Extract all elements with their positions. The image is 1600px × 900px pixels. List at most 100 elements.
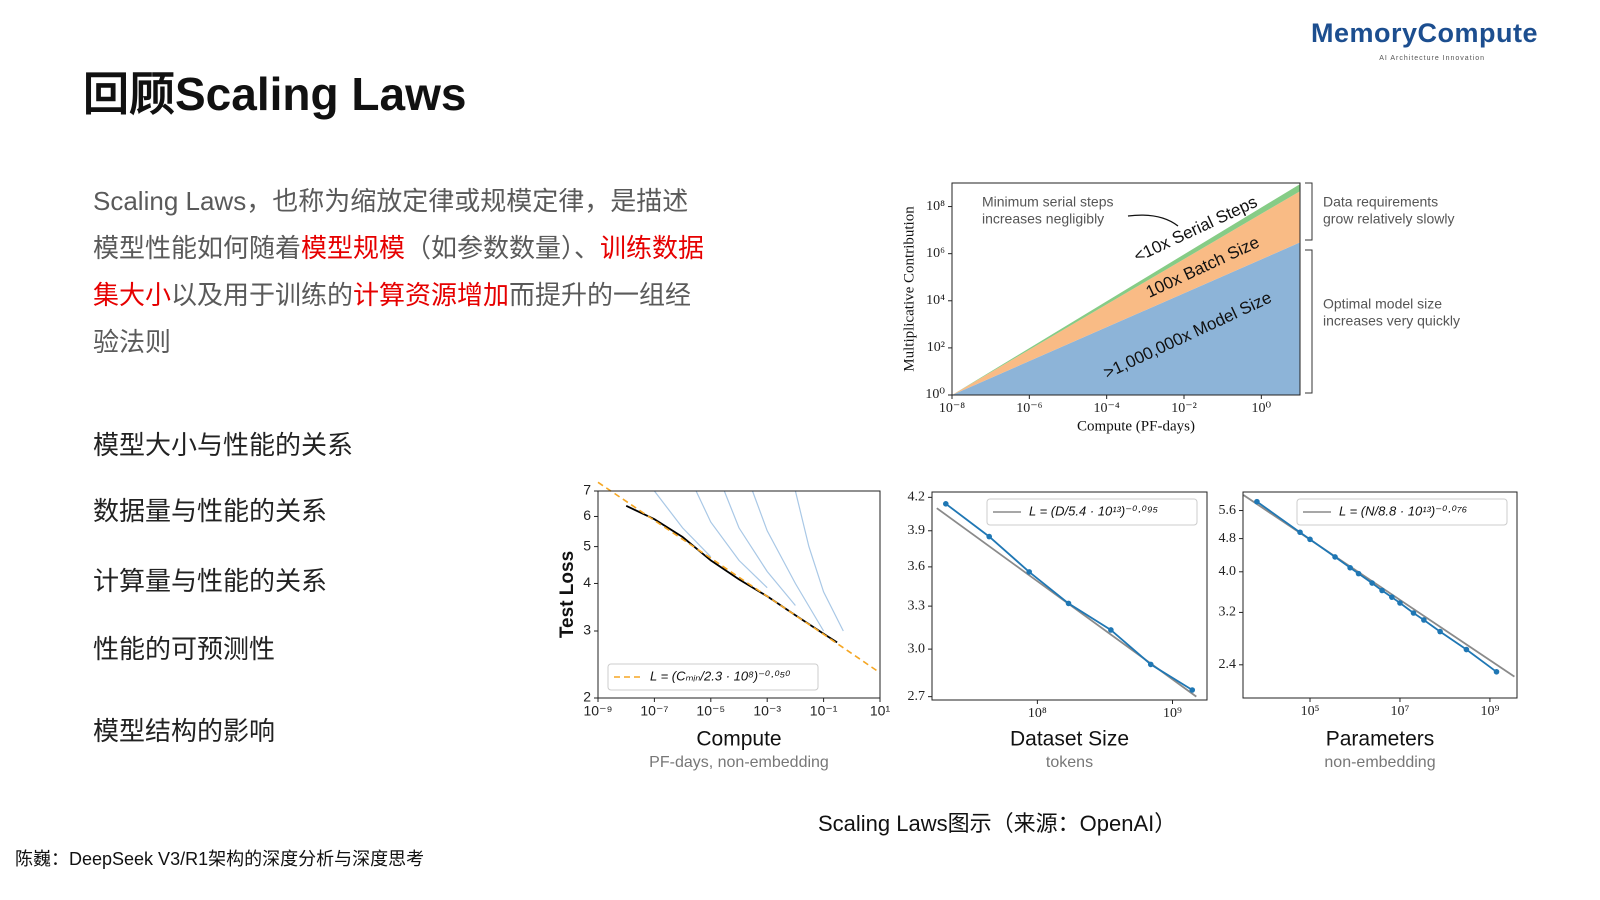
data-point [1297,529,1303,536]
x-axis-label: Compute (PF-days) [1077,418,1195,434]
intro-text: Scaling Laws，也称为缩放定律或规模定律，是描述模型性能如何随着模型规… [93,178,705,366]
annotation: Minimum serial steps [982,194,1113,210]
topic-item: 计算量与性能的关系 [93,566,328,596]
annotation-arrow [1127,214,1179,227]
text-segment: 以及用于训练的 [171,280,354,310]
x-axis-sublabel: PF-days, non-embedding [649,754,829,771]
annotation: increases very quickly [1323,313,1460,329]
legend-box [1296,498,1508,526]
text-segment: 而提升的一组经验法则 [93,280,692,357]
footer: 陈巍：DeepSeek V3/R1架构的深度分析与深度思考 [15,849,425,869]
x-tick-label: 10⁻⁴ [1094,401,1120,416]
x-tick-label: 10⁹ [1480,704,1499,719]
data-point [1397,600,1403,606]
x-tick-label: 10⁻³ [753,703,781,719]
series-line [751,490,825,632]
y-tick-label: 3.2 [1219,605,1237,620]
x-tick-label: 10⁰ [1252,401,1272,416]
annotation: Optimal model size [1323,296,1442,312]
legend-box [607,663,819,691]
data-point [1437,628,1443,635]
legend-label: L = (Cₘᵢₙ/2.3 · 10⁸)⁻⁰·⁰⁵⁰ [650,668,791,683]
series-line [695,490,768,589]
data-point [1189,687,1196,693]
data-point [1108,627,1114,633]
x-tick-label: 10⁻⁸ [939,401,965,416]
data-point [1355,570,1362,577]
plot-frame [951,182,1301,396]
data-point [986,533,993,540]
data-point [1389,594,1395,600]
annotation: increases negligibly [982,211,1104,227]
y-tick-label: 7 [583,482,591,498]
y-axis-label: Test Loss [557,551,578,638]
topic-item: 模型结构的影响 [93,716,276,746]
data-point [1379,587,1385,594]
highlight-text: 训练数据集大小 [93,233,705,310]
legend-label: L = (N/8.8 · 10¹³)⁻⁰·⁰⁷⁶ [1339,503,1468,518]
x-tick-label: 10¹ [870,703,891,719]
data-point [1026,569,1033,575]
topic-item: 模型大小与性能的关系 [93,430,354,460]
y-tick-label: 10² [927,340,945,355]
legend-label: L = (D/5.4 · 10¹³)⁻⁰·⁰⁹⁵ [1029,503,1159,518]
y-tick-label: 6 [583,507,591,523]
x-tick-label: 10⁻⁷ [640,703,668,719]
text-segment: Scaling Laws，也称为缩放定律或规模定律，是描述模型性能如何随着 [93,186,689,263]
data-point [1347,564,1353,571]
data-point [1369,580,1375,586]
y-tick-label: 4 [583,574,591,590]
bracket [1305,249,1313,394]
data-point [1307,536,1313,543]
x-axis-label: Compute [696,728,781,751]
area-band [952,184,1300,395]
x-axis-label: Dataset Size [1010,728,1129,751]
y-tick-label: 4.2 [908,490,926,505]
highlight-text: 模型规模 [301,233,406,263]
y-tick-label: 4.8 [1219,531,1237,546]
y-tick-label: 4.0 [1219,564,1237,579]
annotation: Data requirements [1323,194,1438,210]
y-tick-label: 2.4 [1219,657,1237,672]
x-axis-label: Parameters [1326,728,1435,751]
data-point [1254,498,1260,505]
y-tick-label: 10⁴ [926,293,945,308]
logo-tagline: AI Architecture Innovation [1379,55,1485,62]
y-axis-label: Multiplicative Contribution [901,206,917,372]
data-point [1493,668,1500,675]
x-axis-sublabel: non-embedding [1324,754,1435,771]
x-tick-label: 10⁷ [1391,704,1410,719]
series-line [1242,494,1515,678]
data-point [942,501,949,507]
legend-box [986,498,1198,526]
x-tick-label: 10⁻² [1171,401,1197,416]
y-tick-label: 2.7 [908,689,926,704]
x-tick-label: 10⁸ [1028,706,1047,721]
data-point [1065,600,1072,607]
y-tick-label: 2 [583,689,591,705]
slide-title: 回顾Scaling Laws [83,68,467,120]
x-tick-label: 10⁻⁹ [584,703,613,719]
topic-item: 性能的可预测性 [93,634,276,664]
data-point [1147,661,1154,668]
y-tick-label: 10⁰ [925,387,945,402]
data-point [1410,610,1417,616]
data-point [1421,617,1427,623]
y-tick-label: 3.9 [908,523,926,538]
y-tick-label: 3 [583,622,591,638]
area-band [952,242,1300,395]
series-line [723,490,796,606]
x-tick-label: 10⁹ [1163,706,1182,721]
y-tick-label: 3.3 [908,598,926,613]
y-tick-label: 3.6 [908,559,926,574]
series-line [794,490,844,632]
y-tick-label: 3.0 [908,641,926,656]
x-tick-label: 10⁵ [1301,704,1320,719]
annotation: grow relatively slowly [1323,211,1454,227]
y-tick-label: 10⁶ [926,246,945,261]
series-line [1256,500,1498,673]
plot-frame [597,490,881,699]
plot-frame [1242,491,1518,699]
